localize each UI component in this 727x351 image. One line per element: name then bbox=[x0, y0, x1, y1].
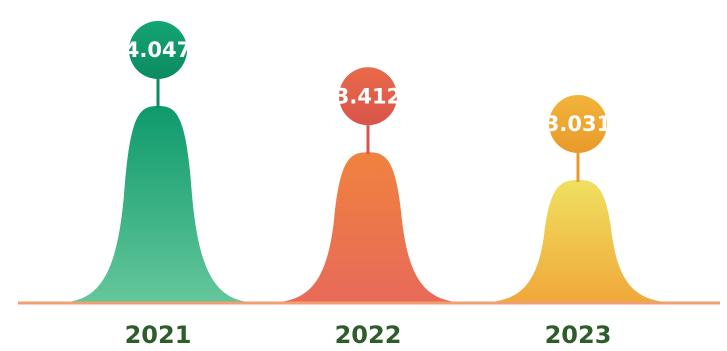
peaks-layer bbox=[53, 106, 683, 303]
value-bubble-2022 bbox=[339, 67, 397, 126]
value-label-2023: 3.031 bbox=[545, 112, 611, 136]
peak-2023 bbox=[473, 180, 683, 303]
year-label-2021: 2021 bbox=[125, 321, 192, 349]
bubbles-layer bbox=[129, 21, 607, 153]
year-label-2023: 2023 bbox=[545, 321, 612, 349]
value-label-2021: 4.047 bbox=[125, 38, 191, 62]
value-bubble-2023 bbox=[549, 95, 607, 153]
peak-2022 bbox=[263, 152, 473, 303]
value-bubble-2021 bbox=[129, 21, 187, 79]
stems-layer bbox=[156, 79, 580, 182]
year-label-2022: 2022 bbox=[335, 321, 402, 349]
peak-2021 bbox=[53, 106, 263, 303]
labels-layer: 4.047 2021 3.412 2022 3.031 2023 bbox=[125, 38, 612, 349]
value-label-2022: 3.412 bbox=[335, 84, 401, 108]
